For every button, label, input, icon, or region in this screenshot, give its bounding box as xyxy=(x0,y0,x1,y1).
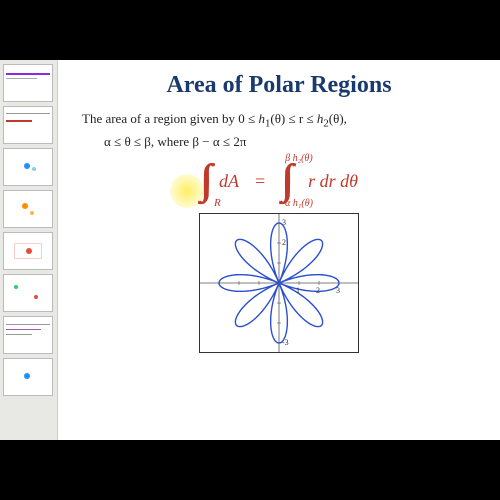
integrand: r dr dθ xyxy=(308,171,358,192)
presentation-viewport: Area of Polar Regions The area of a regi… xyxy=(0,60,500,440)
equals-sign: = xyxy=(255,171,265,192)
slide-thumbnail[interactable] xyxy=(3,358,53,396)
slide-thumbnail[interactable] xyxy=(3,148,53,186)
double-integral-symbol: ∫∫ xyxy=(200,165,203,197)
slide-thumbnail[interactable] xyxy=(3,232,53,270)
slide-thumbnail[interactable] xyxy=(3,190,53,228)
axis-tick-label: 2 xyxy=(316,286,320,295)
double-integral-symbol: ∫∫ xyxy=(281,165,284,197)
polar-graph: 1 2 3 3 2 -3 xyxy=(199,213,359,353)
axis-tick-label: 1 xyxy=(296,286,300,295)
description-line-1: The area of a region given by 0 ≤ h1(θ) … xyxy=(82,109,482,132)
rose-curve-svg xyxy=(200,214,358,352)
left-integral: ∫∫ R xyxy=(200,165,203,197)
text-fragment: (θ), xyxy=(329,111,347,126)
thumbnail-panel[interactable] xyxy=(0,60,58,440)
right-integral: β h₂(θ) ∫∫ α h₁(θ) xyxy=(281,165,284,197)
upper-limits: β h₂(θ) xyxy=(285,153,313,164)
text-fragment: (θ) ≤ r ≤ xyxy=(270,111,316,126)
slide-title: Area of Polar Regions xyxy=(76,72,482,99)
integral-region: R xyxy=(214,197,221,209)
letterbox-bottom xyxy=(0,440,500,500)
formula: ∫∫ R dA = β h₂(θ) ∫∫ α h₁(θ) r dr dθ xyxy=(76,165,482,197)
main-slide: Area of Polar Regions The area of a regi… xyxy=(58,60,500,440)
slide-thumbnail[interactable] xyxy=(3,64,53,102)
lower-limits: α h₁(θ) xyxy=(285,198,313,209)
text-fragment: The area of a region given by 0 ≤ xyxy=(82,111,258,126)
description-line-2: α ≤ θ ≤ β, where β − α ≤ 2π xyxy=(104,132,482,152)
letterbox-top xyxy=(0,0,500,60)
axis-tick-label: 3 xyxy=(336,286,340,295)
slide-thumbnail[interactable] xyxy=(3,106,53,144)
differential-area: dA xyxy=(219,171,239,192)
slide-thumbnail[interactable] xyxy=(3,274,53,312)
axis-tick-label: -3 xyxy=(282,338,289,347)
axis-tick-label: 3 xyxy=(282,218,286,227)
axis-tick-label: 2 xyxy=(282,238,286,247)
slide-thumbnail[interactable] xyxy=(3,316,53,354)
